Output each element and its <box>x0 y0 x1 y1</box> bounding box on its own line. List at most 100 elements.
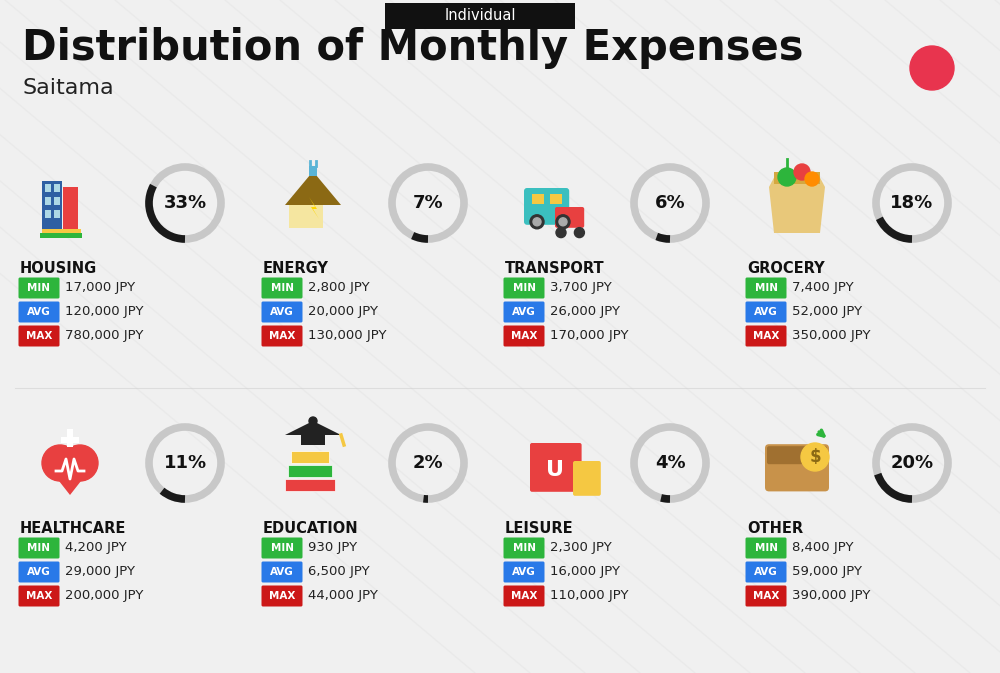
Text: 18%: 18% <box>890 194 934 212</box>
Text: AVG: AVG <box>27 567 51 577</box>
FancyBboxPatch shape <box>45 197 51 205</box>
Text: 17,000 JPY: 17,000 JPY <box>65 281 135 295</box>
Text: 200,000 JPY: 200,000 JPY <box>65 590 143 602</box>
FancyBboxPatch shape <box>765 444 829 491</box>
Text: 780,000 JPY: 780,000 JPY <box>65 330 143 343</box>
Text: 110,000 JPY: 110,000 JPY <box>550 590 629 602</box>
Circle shape <box>533 218 541 226</box>
Text: AVG: AVG <box>754 307 778 317</box>
FancyBboxPatch shape <box>63 187 78 229</box>
Circle shape <box>559 218 567 226</box>
Text: HOUSING: HOUSING <box>20 261 97 276</box>
FancyBboxPatch shape <box>385 3 575 29</box>
Text: MIN: MIN <box>28 283 50 293</box>
FancyBboxPatch shape <box>262 326 302 347</box>
Polygon shape <box>285 421 341 435</box>
FancyBboxPatch shape <box>573 461 601 496</box>
Text: 120,000 JPY: 120,000 JPY <box>65 306 144 318</box>
FancyBboxPatch shape <box>550 194 562 204</box>
FancyBboxPatch shape <box>530 443 582 492</box>
FancyBboxPatch shape <box>18 586 60 606</box>
Circle shape <box>556 215 570 229</box>
Text: AVG: AVG <box>512 567 536 577</box>
Circle shape <box>805 172 819 186</box>
Text: MIN: MIN <box>512 283 536 293</box>
Text: MIN: MIN <box>270 543 294 553</box>
Text: 20,000 JPY: 20,000 JPY <box>308 306 378 318</box>
FancyBboxPatch shape <box>45 184 51 192</box>
Text: MAX: MAX <box>269 331 295 341</box>
Text: 52,000 JPY: 52,000 JPY <box>792 306 862 318</box>
FancyBboxPatch shape <box>291 451 329 463</box>
Circle shape <box>309 417 317 425</box>
Text: HEALTHCARE: HEALTHCARE <box>20 521 126 536</box>
Text: MIN: MIN <box>512 543 536 553</box>
Text: 11%: 11% <box>163 454 207 472</box>
Text: EDUCATION: EDUCATION <box>263 521 359 536</box>
Text: 44,000 JPY: 44,000 JPY <box>308 590 378 602</box>
Text: MIN: MIN <box>755 543 778 553</box>
Text: AVG: AVG <box>27 307 51 317</box>
FancyBboxPatch shape <box>262 538 302 559</box>
Text: $: $ <box>809 448 821 466</box>
FancyBboxPatch shape <box>40 233 82 238</box>
Polygon shape <box>309 197 319 219</box>
FancyBboxPatch shape <box>61 437 79 443</box>
Text: 20%: 20% <box>890 454 934 472</box>
Text: 3,700 JPY: 3,700 JPY <box>550 281 612 295</box>
FancyBboxPatch shape <box>262 277 302 299</box>
Text: 350,000 JPY: 350,000 JPY <box>792 330 870 343</box>
FancyBboxPatch shape <box>42 229 81 233</box>
Circle shape <box>801 443 829 471</box>
Polygon shape <box>285 172 341 205</box>
FancyBboxPatch shape <box>54 197 60 205</box>
Text: OTHER: OTHER <box>747 521 803 536</box>
Text: 390,000 JPY: 390,000 JPY <box>792 590 870 602</box>
FancyBboxPatch shape <box>774 172 820 184</box>
Text: 7,400 JPY: 7,400 JPY <box>792 281 854 295</box>
Text: MIN: MIN <box>755 283 778 293</box>
FancyBboxPatch shape <box>746 277 786 299</box>
FancyBboxPatch shape <box>504 538 544 559</box>
FancyBboxPatch shape <box>746 561 786 583</box>
FancyBboxPatch shape <box>262 586 302 606</box>
FancyBboxPatch shape <box>746 586 786 606</box>
Text: 170,000 JPY: 170,000 JPY <box>550 330 629 343</box>
Text: AVG: AVG <box>754 567 778 577</box>
Text: 59,000 JPY: 59,000 JPY <box>792 565 862 579</box>
Text: MAX: MAX <box>753 331 779 341</box>
Text: U: U <box>546 460 564 480</box>
Text: 16,000 JPY: 16,000 JPY <box>550 565 620 579</box>
Text: MAX: MAX <box>511 331 537 341</box>
Text: Distribution of Monthly Expenses: Distribution of Monthly Expenses <box>22 27 804 69</box>
FancyBboxPatch shape <box>18 538 60 559</box>
Text: 4%: 4% <box>655 454 685 472</box>
FancyBboxPatch shape <box>18 326 60 347</box>
Circle shape <box>556 227 566 238</box>
Text: 7%: 7% <box>413 194 443 212</box>
FancyBboxPatch shape <box>504 586 544 606</box>
FancyBboxPatch shape <box>504 561 544 583</box>
FancyBboxPatch shape <box>309 166 317 176</box>
Text: 8,400 JPY: 8,400 JPY <box>792 542 854 555</box>
FancyBboxPatch shape <box>18 277 60 299</box>
FancyBboxPatch shape <box>767 446 827 464</box>
FancyBboxPatch shape <box>524 188 569 225</box>
Text: MAX: MAX <box>26 331 52 341</box>
Text: Individual: Individual <box>444 9 516 24</box>
FancyBboxPatch shape <box>285 479 335 491</box>
FancyBboxPatch shape <box>504 277 544 299</box>
FancyBboxPatch shape <box>262 302 302 322</box>
Circle shape <box>574 227 584 238</box>
Text: MAX: MAX <box>26 591 52 601</box>
Circle shape <box>42 445 78 481</box>
FancyBboxPatch shape <box>45 210 51 218</box>
Text: 930 JPY: 930 JPY <box>308 542 357 555</box>
Text: 33%: 33% <box>163 194 207 212</box>
FancyBboxPatch shape <box>532 194 544 204</box>
FancyBboxPatch shape <box>504 302 544 322</box>
Text: AVG: AVG <box>270 567 294 577</box>
Text: ENERGY: ENERGY <box>263 261 329 276</box>
FancyBboxPatch shape <box>54 184 60 192</box>
Text: 29,000 JPY: 29,000 JPY <box>65 565 135 579</box>
